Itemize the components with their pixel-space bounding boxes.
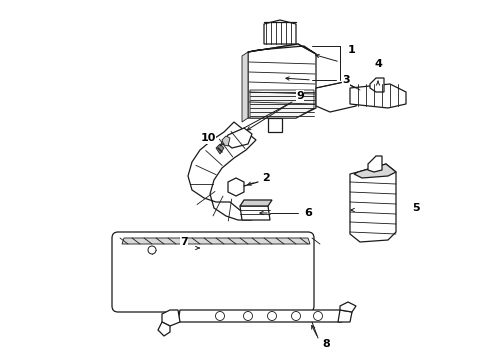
- Polygon shape: [162, 310, 180, 326]
- Polygon shape: [354, 164, 396, 178]
- Polygon shape: [158, 322, 170, 336]
- FancyBboxPatch shape: [112, 232, 314, 312]
- Polygon shape: [188, 122, 256, 220]
- Text: 1: 1: [348, 45, 356, 55]
- Text: 8: 8: [322, 339, 330, 349]
- Circle shape: [148, 246, 156, 254]
- Polygon shape: [242, 52, 248, 122]
- Text: 6: 6: [304, 208, 312, 218]
- Text: 10: 10: [200, 133, 216, 143]
- Text: 5: 5: [412, 203, 420, 213]
- Polygon shape: [368, 156, 382, 172]
- Polygon shape: [240, 206, 270, 220]
- Polygon shape: [248, 44, 316, 54]
- Polygon shape: [222, 136, 230, 146]
- Text: 7: 7: [180, 237, 188, 247]
- Polygon shape: [264, 20, 296, 44]
- Polygon shape: [370, 78, 384, 92]
- Polygon shape: [122, 238, 310, 244]
- Polygon shape: [350, 164, 396, 242]
- Text: 3: 3: [342, 75, 350, 85]
- Polygon shape: [350, 84, 406, 108]
- Text: 4: 4: [374, 59, 382, 69]
- Circle shape: [314, 311, 322, 320]
- Circle shape: [244, 311, 252, 320]
- Polygon shape: [178, 310, 342, 322]
- Polygon shape: [248, 44, 316, 118]
- Polygon shape: [340, 302, 356, 312]
- Circle shape: [292, 311, 300, 320]
- Polygon shape: [228, 178, 244, 196]
- Polygon shape: [268, 118, 282, 132]
- Polygon shape: [224, 128, 252, 148]
- Text: 9: 9: [296, 91, 304, 101]
- Text: 2: 2: [262, 173, 270, 183]
- Circle shape: [216, 311, 224, 320]
- Polygon shape: [240, 200, 272, 206]
- Polygon shape: [316, 82, 360, 112]
- Circle shape: [268, 311, 276, 320]
- Polygon shape: [338, 310, 352, 322]
- Polygon shape: [216, 144, 224, 154]
- Polygon shape: [250, 90, 314, 118]
